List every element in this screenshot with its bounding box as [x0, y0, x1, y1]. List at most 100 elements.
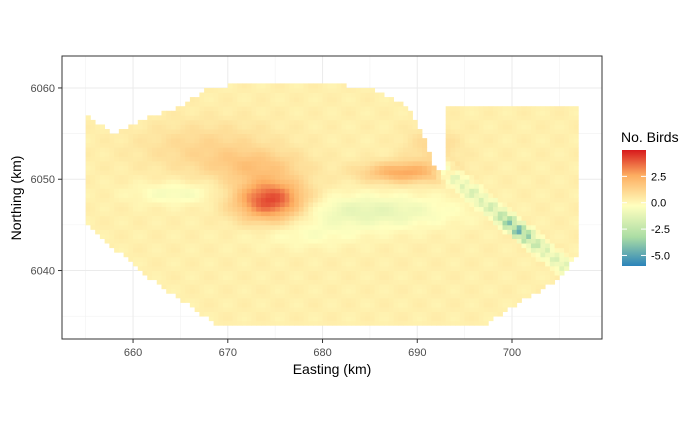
- heatmap-cell: [322, 160, 328, 166]
- heatmap-cell: [573, 238, 579, 244]
- heatmap-cell: [327, 252, 333, 258]
- heatmap-cell: [199, 229, 205, 235]
- heatmap-cell: [251, 311, 257, 317]
- heatmap-cell: [341, 138, 347, 144]
- heatmap-cell: [450, 311, 456, 317]
- heatmap-cell: [175, 151, 181, 157]
- heatmap-cell: [180, 170, 186, 176]
- heatmap-cell: [440, 279, 447, 285]
- heatmap-cell: [469, 110, 475, 116]
- heatmap-cell: [289, 129, 295, 134]
- heatmap-cell: [256, 293, 262, 299]
- heatmap-cell: [464, 160, 470, 166]
- heatmap-cell: [407, 320, 413, 326]
- heatmap-cell: [526, 261, 532, 267]
- heatmap-cell: [213, 110, 219, 116]
- heatmap-cell: [199, 179, 205, 185]
- heatmap-cell: [218, 133, 224, 139]
- heatmap-cell: [289, 261, 295, 267]
- heatmap-cell: [554, 179, 560, 185]
- heatmap-cell: [322, 174, 328, 180]
- heatmap-cell: [180, 179, 186, 185]
- heatmap-cell: [322, 247, 328, 253]
- heatmap-cell: [483, 288, 489, 294]
- heatmap-cell: [369, 165, 376, 171]
- heatmap-cell: [440, 170, 447, 176]
- heatmap-cell: [123, 206, 129, 212]
- heatmap-cell: [175, 170, 181, 176]
- heatmap-cell: [474, 179, 480, 185]
- heatmap-cell: [469, 183, 475, 189]
- heatmap-cell: [493, 220, 499, 226]
- heatmap-cell: [346, 151, 352, 157]
- heatmap-cell: [199, 197, 205, 203]
- heatmap-cell: [417, 279, 423, 285]
- heatmap-cell: [502, 275, 508, 281]
- heatmap-cell: [459, 211, 466, 217]
- heatmap-cell: [535, 256, 541, 262]
- heatmap-cell: [313, 142, 319, 148]
- heatmap-cell: [199, 211, 205, 217]
- heatmap-cell: [218, 110, 224, 116]
- heatmap-cell: [208, 256, 214, 262]
- heatmap-cell: [469, 279, 475, 285]
- heatmap-cell: [208, 160, 214, 166]
- heatmap-cell: [109, 170, 115, 176]
- heatmap-cell: [350, 97, 357, 103]
- heatmap-cell: [185, 288, 191, 294]
- heatmap-cell: [260, 234, 267, 239]
- heatmap-cell: [317, 147, 323, 153]
- heatmap-cell: [246, 297, 252, 303]
- heatmap-cell: [360, 275, 366, 281]
- heatmap-cell: [213, 147, 219, 153]
- heatmap-cell: [478, 279, 484, 285]
- heatmap-cell: [208, 284, 214, 290]
- heatmap-cell: [317, 211, 323, 217]
- heatmap-cell: [493, 147, 499, 153]
- heatmap-cell: [336, 119, 342, 125]
- heatmap-cell: [502, 142, 508, 148]
- heatmap-cell: [403, 188, 409, 194]
- heatmap-cell: [516, 124, 522, 130]
- heatmap-cell: [573, 147, 579, 153]
- heatmap-cell: [545, 192, 551, 198]
- heatmap-cell: [497, 119, 503, 125]
- heatmap-cell: [199, 220, 205, 226]
- heatmap-cell: [393, 124, 399, 130]
- heatmap-cell: [478, 288, 484, 294]
- heatmap-cell: [275, 124, 281, 130]
- heatmap-cell: [436, 174, 442, 180]
- heatmap-cell: [109, 192, 115, 198]
- heatmap-cell: [412, 151, 418, 157]
- heatmap-cell: [478, 142, 484, 148]
- heatmap-cell: [237, 106, 243, 112]
- heatmap-cell: [118, 206, 124, 212]
- heatmap-cell: [313, 174, 319, 180]
- heatmap-cell: [426, 179, 432, 185]
- heatmap-cell: [450, 160, 456, 166]
- heatmap-cell: [213, 160, 219, 166]
- heatmap-cell: [436, 247, 442, 253]
- heatmap-cell: [516, 183, 522, 189]
- heatmap-cell: [431, 293, 437, 299]
- heatmap-cell: [298, 151, 304, 157]
- heatmap-cell: [493, 302, 499, 308]
- heatmap-cell: [540, 252, 546, 258]
- heatmap-cell: [403, 170, 409, 176]
- heatmap-cell: [488, 215, 494, 221]
- heatmap-cell: [289, 229, 295, 235]
- heatmap-cell: [242, 320, 248, 326]
- heatmap-cell: [227, 284, 233, 290]
- heatmap-cell: [332, 270, 338, 276]
- heatmap-cell: [384, 106, 390, 112]
- heatmap-cell: [450, 170, 456, 176]
- heatmap-cell: [194, 293, 200, 299]
- heatmap-cell: [223, 270, 229, 276]
- heatmap-cell: [369, 115, 376, 121]
- heatmap-cell: [545, 142, 551, 148]
- heatmap-cell: [199, 270, 205, 276]
- heatmap-cell: [303, 288, 309, 294]
- heatmap-cell: [431, 270, 437, 276]
- heatmap-cell: [294, 247, 300, 253]
- heatmap-cell: [227, 110, 233, 116]
